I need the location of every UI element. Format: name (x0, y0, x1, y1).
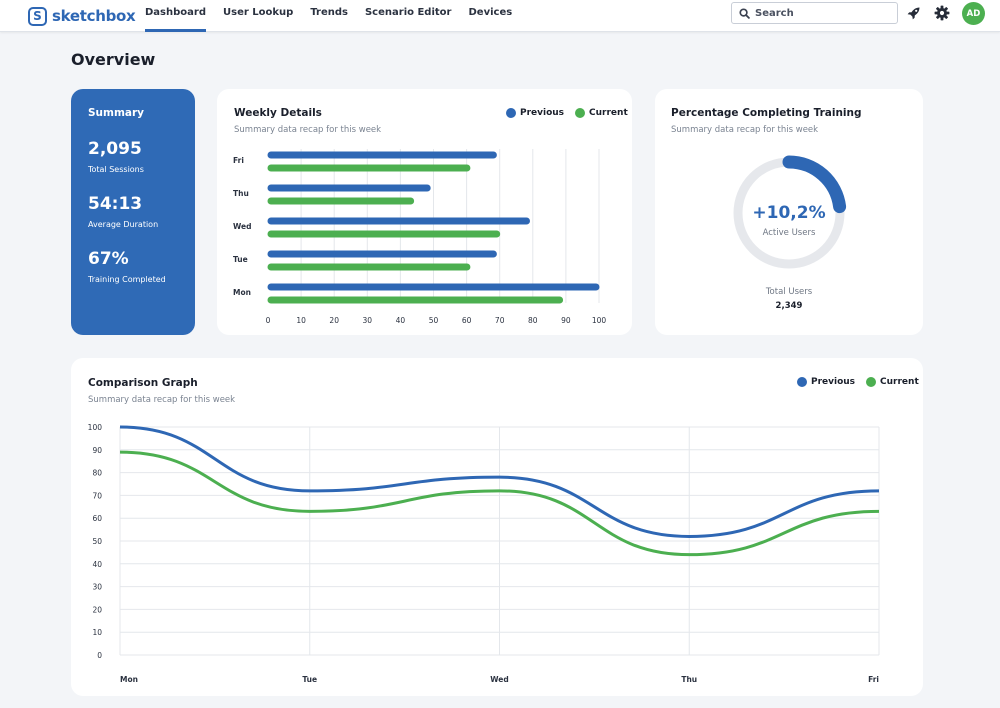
x-tick-label: Wed (490, 675, 508, 684)
top-navigation-bar: S sketchbox Dashboard User Lookup Trends… (0, 0, 1000, 32)
x-tick-label: Thu (681, 675, 697, 684)
category-label: Thu (233, 189, 249, 198)
search-input[interactable] (755, 7, 885, 19)
search-box[interactable] (731, 2, 898, 24)
category-label: Fri (233, 156, 244, 165)
x-tick-label: 0 (266, 316, 271, 325)
average-duration-value: 54:13 (88, 194, 143, 214)
training-percentage-value: +10,2% (752, 203, 826, 223)
x-tick-label: Fri (868, 675, 879, 684)
legend-previous-dot (797, 377, 807, 387)
legend-previous-label: Previous (520, 108, 565, 118)
comparison-legend: Previous Current (797, 377, 919, 387)
rocket-icon[interactable] (906, 5, 922, 21)
page-title: Overview (71, 50, 156, 69)
y-tick-label: 0 (97, 651, 102, 660)
y-tick-label: 50 (92, 537, 102, 546)
x-tick-label: 40 (396, 316, 406, 325)
y-tick-label: 10 (92, 628, 102, 637)
total-users-value: 2,349 (775, 301, 803, 311)
y-tick-label: 60 (92, 514, 102, 523)
y-tick-label: 20 (92, 605, 102, 614)
comparison-line-chart: 0 10 20 30 40 50 60 70 80 90 100 Mon Tue Wed Thu Fri (88, 423, 880, 684)
comparison-title: Comparison Graph (88, 377, 198, 389)
comparison-graph-card: Comparison Graph Summary data recap for … (71, 358, 923, 696)
brand-logo[interactable]: S sketchbox (28, 3, 136, 29)
total-sessions-label: Total Sessions (88, 165, 144, 174)
x-tick-label: 50 (429, 316, 439, 325)
x-tick-label: 100 (592, 316, 607, 325)
average-duration-label: Average Duration (88, 220, 159, 229)
legend-current-label: Current (589, 108, 628, 118)
x-tick-label: Tue (302, 675, 317, 684)
y-tick-label: 70 (92, 491, 102, 500)
legend-previous-label: Previous (811, 377, 856, 387)
weekly-title: Weekly Details (234, 107, 322, 119)
weekly-details-card: Weekly Details Summary data recap for th… (217, 89, 632, 335)
logo-badge: S (28, 6, 47, 26)
weekly-legend: Previous Current (506, 108, 628, 118)
active-users-label: Active Users (762, 228, 816, 238)
training-title: Percentage Completing Training (671, 107, 862, 119)
summary-card: Summary 2,095 Total Sessions 54:13 Avera… (71, 89, 195, 335)
search-icon (739, 7, 750, 19)
nav-scenario-editor[interactable]: Scenario Editor (364, 7, 452, 18)
legend-current-label: Current (880, 377, 919, 387)
x-tick-label: 60 (462, 316, 472, 325)
training-subtitle: Summary data recap for this week (671, 125, 819, 135)
x-tick-label: 70 (495, 316, 505, 325)
total-sessions-value: 2,095 (88, 139, 142, 159)
y-tick-label: 80 (92, 469, 102, 478)
legend-current-dot (866, 377, 877, 387)
y-tick-label: 40 (92, 560, 102, 569)
nav-dashboard[interactable]: Dashboard (145, 0, 206, 32)
user-avatar[interactable]: AD (962, 2, 985, 25)
summary-title: Summary (88, 107, 145, 119)
category-label: Tue (233, 255, 248, 264)
brand-name: sketchbox (52, 7, 136, 25)
x-tick-label: 30 (363, 316, 373, 325)
weekly-bar-chart: 0 10 20 30 40 50 60 70 80 90 100 Fri Thu Wed Tue Mon (233, 149, 607, 325)
y-tick-label: 100 (88, 423, 103, 432)
x-tick-label: Mon (120, 675, 138, 684)
total-users-label: Total Users (765, 287, 813, 297)
category-label: Mon (233, 288, 251, 297)
nav-user-lookup[interactable]: User Lookup (223, 7, 294, 18)
y-tick-label: 90 (92, 446, 102, 455)
nav-devices[interactable]: Devices (468, 7, 513, 18)
line-previous (119, 425, 880, 538)
training-completed-label: Training Completed (88, 275, 166, 284)
x-tick-label: 90 (561, 316, 571, 325)
gear-icon[interactable] (934, 5, 950, 21)
training-progress-ring (733, 155, 847, 269)
comparison-subtitle: Summary data recap for this week (88, 395, 236, 405)
category-label: Wed (233, 222, 251, 231)
x-tick-label: 20 (329, 316, 339, 325)
legend-previous-dot (506, 108, 516, 118)
y-tick-label: 30 (92, 583, 102, 592)
nav-trends[interactable]: Trends (310, 7, 348, 18)
legend-current-dot (575, 108, 586, 118)
x-tick-label: 10 (296, 316, 306, 325)
training-card: Percentage Completing Training Summary d… (655, 89, 923, 335)
weekly-subtitle: Summary data recap for this week (234, 125, 382, 135)
training-completed-value: 67% (88, 249, 129, 269)
x-tick-label: 80 (528, 316, 538, 325)
main-nav: Dashboard User Lookup Trends Scenario Ed… (145, 0, 529, 32)
line-current (119, 450, 880, 557)
ring-progress-arc (782, 155, 847, 214)
